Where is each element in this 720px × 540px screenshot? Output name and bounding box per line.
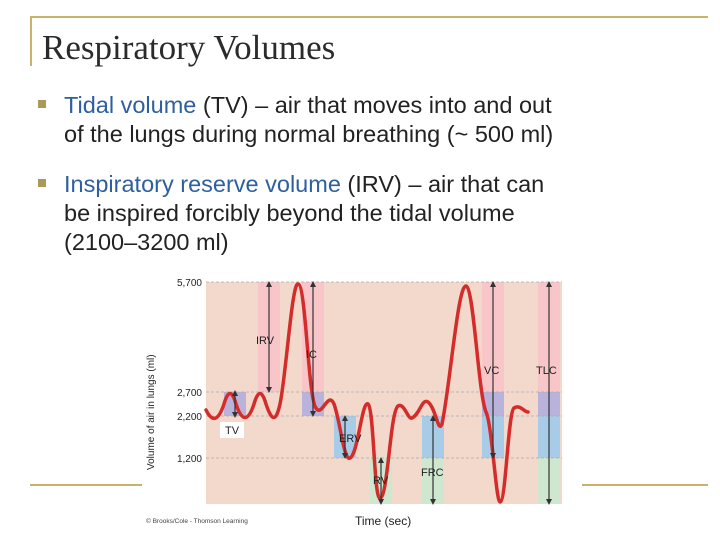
frame-top-line: [30, 16, 708, 18]
bullet-marker: [38, 179, 46, 187]
term-tidal-volume: Tidal volume: [64, 92, 197, 118]
bullet-text: Tidal volume (TV) – air that moves into …: [64, 91, 664, 149]
lung-volumes-diagram: Volume of air in lungs (ml) 5,700 2,700 …: [146, 278, 562, 505]
bullet-line-rest: (IRV) – air that can: [340, 171, 545, 197]
ic-label: IC: [306, 349, 317, 361]
y-tick-1200: 1,200: [177, 454, 202, 465]
bullet-text: Inspiratory reserve volume (IRV) – air t…: [64, 170, 664, 257]
slide-title: Respiratory Volumes: [42, 28, 336, 67]
term-inspiratory-reserve-volume: Inspiratory reserve volume: [64, 171, 341, 197]
erv-label: ERV: [339, 433, 362, 445]
y-axis-label: Volume of air in lungs (ml): [146, 354, 157, 470]
x-axis-label: Time (sec): [355, 514, 412, 528]
diagram-copyright: © Brooks/Cole - Thomson Learning: [146, 518, 248, 525]
tv-label: TV: [225, 425, 240, 437]
frame-bottom-right-line: [582, 484, 708, 486]
frc-label: FRC: [421, 467, 444, 479]
tv-label-bg: [220, 422, 244, 438]
breathing-curve: [204, 282, 530, 504]
y-tick-5700: 5,700: [177, 278, 202, 289]
tlc-label: TLC: [536, 365, 557, 377]
bullet-line: (2100–3200 ml): [64, 229, 229, 255]
y-tick-2200: 2,200: [177, 412, 202, 423]
bullet-line: Tidal volume (TV) – air that moves into …: [64, 91, 664, 120]
bullet-line: of the lungs during normal breathing (~ …: [64, 121, 554, 147]
frame-bottom-left-line: [30, 484, 142, 486]
bullet-line: be inspired forcibly beyond the tidal vo…: [64, 200, 515, 226]
rv-label: RV: [373, 475, 389, 487]
irv-label: IRV: [256, 335, 275, 347]
bullet-line: Inspiratory reserve volume (IRV) – air t…: [64, 170, 664, 199]
frame-left-line: [30, 16, 32, 66]
vc-label: VC: [484, 365, 499, 377]
bullet-line-rest: (TV) – air that moves into and out: [196, 92, 552, 118]
y-tick-2700: 2,700: [177, 388, 202, 399]
bullet-marker: [38, 100, 46, 108]
